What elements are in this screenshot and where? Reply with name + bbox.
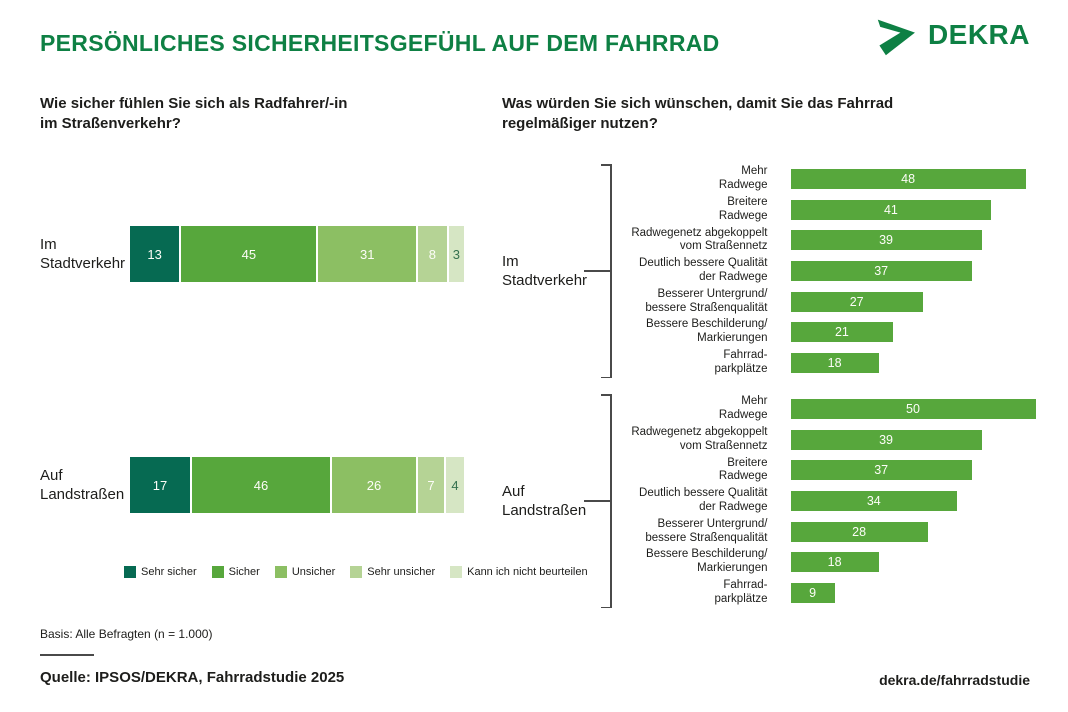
stacked-segment: 13	[130, 226, 180, 282]
bar-row: Radwegenetz abgekoppelt vom Straßennetz 3…	[612, 425, 1043, 456]
bar-row: Mehr Radwege 48	[612, 164, 1043, 195]
stacked-segment: 31	[318, 226, 417, 282]
bar-category-label: Fahrrad- parkplätze	[714, 348, 768, 375]
connector-line	[584, 500, 610, 502]
bar: 34	[790, 491, 958, 512]
legend-item: Kann ich nicht beurteilen	[450, 566, 588, 578]
bar-row: Bessere Beschilderung/ Markierungen 21	[612, 317, 1043, 348]
bar-row: Deutlich bessere Qualität der Radwege 37	[612, 256, 1043, 287]
group-label: Im Stadtverkehr	[502, 252, 588, 290]
bar-category-label: Mehr Radwege	[718, 165, 768, 192]
bar: 39	[790, 429, 982, 450]
connector-line	[584, 270, 610, 272]
stacked-segment: 4	[446, 457, 464, 513]
legend-label: Sehr unsicher	[367, 566, 436, 578]
website-url: dekra.de/fahrradstudie	[879, 672, 1030, 688]
bar-row: Fahrrad- parkplätze 18	[612, 347, 1043, 378]
bar-category-label: Radwegenetz abgekoppelt vom Straßennetz	[631, 226, 768, 253]
bar: 37	[790, 460, 972, 481]
bar-group-stadtverkehr: Im Stadtverkehr Mehr Radwege 48 Breitere R…	[502, 164, 1042, 378]
bar: 18	[790, 352, 879, 373]
legend: Sehr sicher Sicher Unsicher Sehr unsicher Ka…	[124, 566, 588, 578]
dekra-logo: DEKRA	[877, 14, 1030, 56]
legend-item: Unsicher	[274, 566, 336, 578]
bar: 50	[790, 399, 1036, 420]
legend-item: Sicher	[211, 566, 260, 578]
left-chart-question: Wie sicher fühlen Sie sich als Radfahrer…	[40, 95, 348, 133]
bar: 28	[790, 521, 928, 542]
bar-category-label: Radwegenetz abgekoppelt vom Straßennetz	[631, 426, 768, 452]
legend-swatch	[274, 566, 287, 578]
legend-item: Sehr unsicher	[350, 566, 435, 578]
bar: 21	[790, 322, 894, 343]
stacked-segment: 7	[418, 457, 445, 513]
bracket-line	[603, 164, 612, 378]
bar-category-label: Deutlich bessere Qualität der Radwege	[639, 487, 768, 514]
bar: 18	[790, 552, 879, 573]
basis-note: Basis: Alle Befragten (n = 1.000)	[40, 627, 213, 641]
bar-category-label: Breitere Radwege	[718, 456, 768, 483]
legend-label: Kann ich nicht beurteilen	[467, 566, 588, 578]
legend-swatch	[450, 566, 463, 578]
stacked-bar-row-landstrassen: Auf Landstraßen 17 46 26 7 4	[40, 457, 464, 513]
bar-category-label: Bessere Beschilderung/ Markierungen	[646, 548, 768, 575]
divider	[40, 654, 94, 656]
bar-rows: Mehr Radwege 48 Breitere Radwege 41 Radwegen…	[612, 164, 1043, 378]
bar-category-label: Besserer Untergrund/ bessere Straßenqual…	[645, 287, 768, 314]
stacked-category-label: Im Stadtverkehr	[40, 235, 126, 273]
bar-row: Besserer Untergrund/ bessere Straßenqual…	[612, 286, 1043, 317]
bar-category-label: Fahrrad- parkplätze	[714, 578, 768, 605]
stacked-segment: 26	[331, 457, 417, 513]
legend-swatch	[211, 566, 224, 578]
legend-label: Sicher	[228, 566, 260, 578]
stacked-bar-track: 17 46 26 7 4	[130, 457, 464, 513]
dekra-arrow-icon	[877, 19, 915, 56]
bar-row: Breitere Radwege 37	[612, 455, 1043, 486]
stacked-segment: 8	[418, 226, 447, 282]
legend-swatch	[124, 566, 136, 578]
bar-category-label: Breitere Radwege	[718, 196, 768, 222]
bar-row: Fahrrad- parkplätze 9	[612, 577, 1043, 608]
bar-row: Radwegenetz abgekoppelt vom Straßennetz 3…	[612, 225, 1043, 256]
legend-label: Sehr sicher	[141, 566, 197, 578]
bar: 39	[790, 230, 982, 251]
stacked-segment: 17	[130, 457, 191, 513]
right-chart-question: Was würden Sie sich wünschen, damit Sie …	[502, 95, 894, 133]
legend-swatch	[350, 566, 363, 578]
bar-row: Breitere Radwege 41	[612, 195, 1043, 226]
stacked-segment: 46	[192, 457, 330, 513]
group-label: Auf Landstraßen	[502, 482, 587, 520]
dekra-logo-text: DEKRA	[927, 19, 1030, 50]
stacked-segment: 3	[448, 226, 465, 282]
stacked-category-label: Auf Landstraßen	[40, 466, 125, 504]
legend-label: Unsicher	[291, 566, 336, 578]
bar-category-label: Bessere Beschilderung/ Markierungen	[646, 318, 768, 345]
bar-row: Besserer Untergrund/ bessere Straßenqual…	[612, 516, 1043, 547]
bar-category-label: Mehr Radwege	[718, 395, 768, 422]
source-note: Quelle: IPSOS/DEKRA, Fahrradstudie 2025	[40, 669, 345, 686]
bar-category-label: Besserer Untergrund/ bessere Straßenqual…	[645, 517, 768, 544]
bracket-line	[603, 394, 612, 608]
bar-row: Mehr Radwege 50	[612, 394, 1043, 425]
bar-row: Bessere Beschilderung/ Markierungen 18	[612, 547, 1043, 578]
bar: 48	[790, 169, 1026, 190]
bar: 41	[790, 199, 992, 220]
stacked-bar-track: 13 45 31 8 3	[130, 226, 465, 282]
bar-group-landstrassen: Auf Landstraßen Mehr Radwege 50 Radwegenet…	[502, 394, 1042, 608]
stacked-bar-row-stadtverkehr: Im Stadtverkehr 13 45 31 8 3	[40, 226, 465, 282]
bar-category-label: Deutlich bessere Qualität der Radwege	[639, 257, 768, 284]
bar: 9	[790, 582, 835, 603]
bar-row: Deutlich bessere Qualität der Radwege 34	[612, 486, 1043, 517]
bar: 27	[790, 291, 923, 312]
stacked-segment: 45	[181, 226, 317, 282]
page-title: PERSÖNLICHES SICHERHEITSGEFÜHL AUF DEM F…	[40, 30, 720, 56]
bar-rows: Mehr Radwege 50 Radwegenetz abgekoppelt vo…	[612, 394, 1043, 608]
legend-item: Sehr sicher	[124, 566, 197, 578]
bar: 37	[790, 261, 972, 282]
